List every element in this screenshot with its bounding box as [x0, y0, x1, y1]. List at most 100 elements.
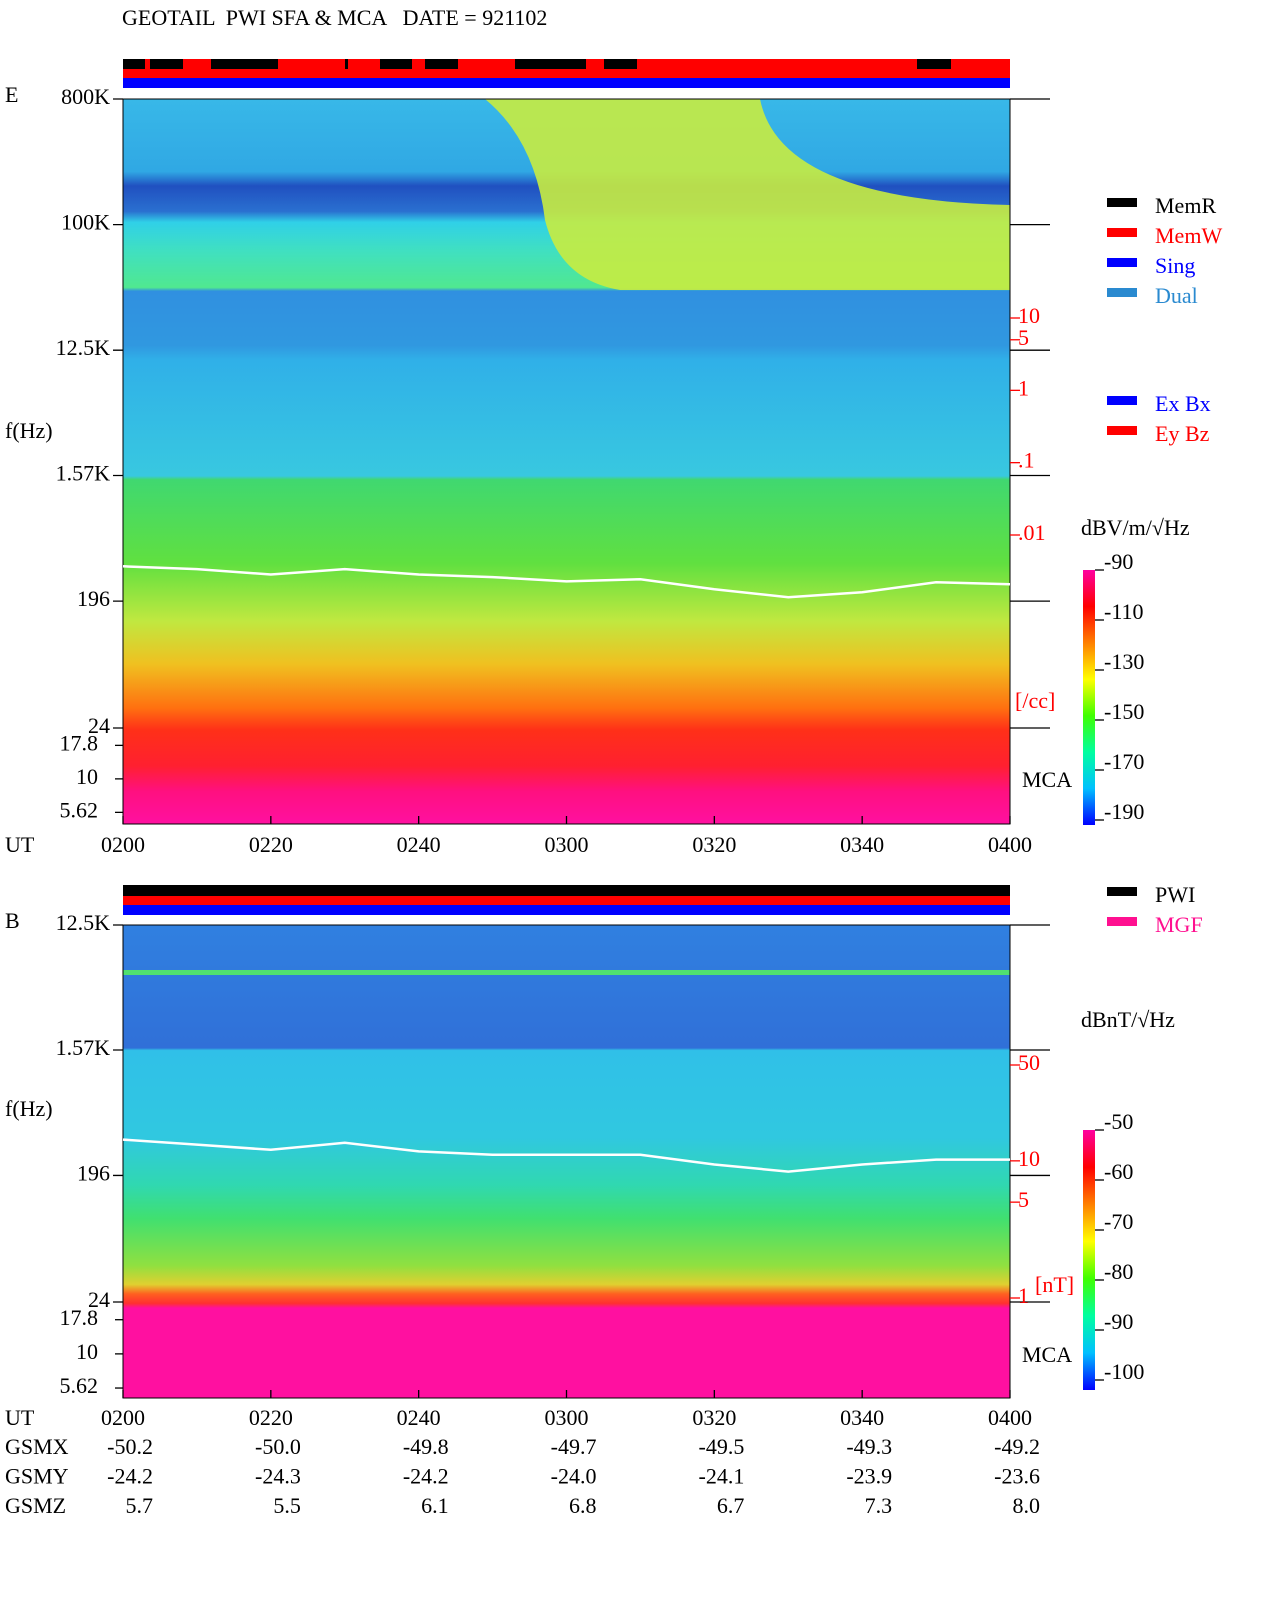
legend-swatch — [1107, 396, 1137, 405]
y2-axis-label: [/cc] — [1015, 688, 1055, 713]
y2-tick-label: 5 — [1018, 1187, 1029, 1212]
orbit-value: -24.3 — [255, 1464, 301, 1489]
x-tick-label: 0320 — [692, 1405, 736, 1430]
y-axis-label: f(Hz) — [5, 1096, 53, 1121]
colorbar-tick-label: -80 — [1104, 1259, 1133, 1284]
y-tick-label: 24 — [88, 713, 110, 738]
panel-label: B — [5, 908, 20, 933]
colorbar-tick-label: -60 — [1104, 1159, 1133, 1184]
mca-tick-label: 17.8 — [60, 730, 99, 755]
orbit-value: -49.2 — [994, 1434, 1040, 1459]
orbit-value: 8.0 — [1013, 1493, 1041, 1518]
legend-swatch — [1107, 288, 1137, 297]
y2-tick-label: 1 — [1018, 375, 1029, 400]
colorbar-tick-label: -170 — [1104, 749, 1144, 774]
y-tick-label: 1.57K — [56, 1035, 111, 1060]
mca-label: MCA — [1022, 767, 1072, 792]
x-tick-label: 0400 — [988, 832, 1032, 857]
x-tick-label: 0200 — [101, 832, 145, 857]
mca-tick-label: 17.8 — [60, 1305, 99, 1330]
mca-tick-label: 5.62 — [60, 797, 99, 822]
colorbar-tick-label: -130 — [1104, 649, 1144, 674]
mca-label: MCA — [1022, 1342, 1072, 1367]
legend-label: Dual — [1155, 283, 1198, 308]
orbit-value: 5.7 — [126, 1493, 154, 1518]
orbit-value: 5.5 — [273, 1493, 301, 1518]
x-tick-label: 0300 — [545, 832, 589, 857]
colorbar-tick-label: -100 — [1104, 1359, 1144, 1384]
colorbar-tick-label: -70 — [1104, 1209, 1133, 1234]
trace-line — [122, 1138, 1010, 1173]
y2-tick-label: .1 — [1018, 448, 1035, 473]
y-tick-label: 1.57K — [56, 461, 111, 486]
mca-tick-label: 10 — [76, 764, 98, 789]
colorbar-tick-label: -90 — [1104, 549, 1133, 574]
orbit-value: -24.0 — [551, 1464, 597, 1489]
legend-label: MemR — [1155, 193, 1216, 218]
trace-line — [122, 565, 1011, 599]
orbit-value: -23.9 — [846, 1464, 892, 1489]
mca-tick-label: 5.62 — [60, 1373, 99, 1398]
y-axis-label: f(Hz) — [5, 418, 53, 443]
orbit-value: -49.5 — [699, 1434, 745, 1459]
orbit-value: -49.7 — [551, 1434, 597, 1459]
x-tick-label: 0340 — [840, 832, 884, 857]
line-feature — [123, 970, 1010, 975]
y2-tick-label: .01 — [1018, 520, 1046, 545]
orbit-value: -24.2 — [403, 1464, 449, 1489]
colorbar-tick-label: -150 — [1104, 699, 1144, 724]
orbit-label: GSMZ — [5, 1493, 66, 1518]
mca-tick-label: 10 — [76, 1339, 98, 1364]
x-tick-label: 0200 — [101, 1405, 145, 1430]
legend-swatch — [1107, 258, 1137, 267]
colorbar — [1083, 1130, 1095, 1390]
legend-swatch — [1107, 426, 1137, 435]
x-tick-label: 0220 — [249, 832, 293, 857]
colorbar-tick-label: -190 — [1104, 799, 1144, 824]
orbit-label: GSMX — [5, 1434, 69, 1459]
x-tick-label: 0240 — [397, 832, 441, 857]
legend-label: Ey Bz — [1155, 421, 1210, 446]
y2-tick-label: 5 — [1018, 325, 1029, 350]
status-bars — [123, 59, 1010, 915]
orbit-value: 6.7 — [717, 1493, 745, 1518]
spectrogram-b — [123, 925, 1010, 1398]
panel-label: E — [5, 82, 18, 107]
y2-tick-label: 10 — [1018, 1146, 1040, 1171]
colorbar-label: dBnT/√Hz — [1081, 1007, 1175, 1032]
y-tick-label: 196 — [77, 586, 110, 611]
orbit-value: -50.2 — [107, 1434, 153, 1459]
legend-label: Sing — [1155, 253, 1195, 278]
orbit-value: -49.8 — [403, 1434, 449, 1459]
y2-tick-label: 1 — [1018, 1283, 1029, 1308]
x-tick-label: 0340 — [840, 1405, 884, 1430]
colorbar-tick-label: -110 — [1104, 599, 1144, 624]
y-tick-label: 196 — [77, 1160, 110, 1185]
legend-label: PWI — [1155, 882, 1195, 907]
legend-swatch — [1107, 887, 1137, 896]
x-tick-label: 0400 — [988, 1405, 1032, 1430]
legend-label: MGF — [1155, 912, 1203, 937]
y-tick-label: 100K — [61, 210, 110, 235]
y-tick-label: 12.5K — [56, 910, 111, 935]
x-tick-label: 0240 — [397, 1405, 441, 1430]
legend-swatch — [1107, 228, 1137, 237]
legend-label: MemW — [1155, 223, 1222, 248]
x-tick-label: 0300 — [545, 1405, 589, 1430]
colorbar-tick-label: -50 — [1104, 1109, 1133, 1134]
x-axis-label: UT — [5, 832, 35, 857]
y2-axis-label: [nT] — [1035, 1272, 1074, 1297]
y-tick-label: 800K — [61, 84, 110, 109]
x-tick-label: 0320 — [692, 832, 736, 857]
colorbar-label: dBV/m/√Hz — [1081, 515, 1190, 540]
orbit-value: 7.3 — [865, 1493, 893, 1518]
orbit-value: -50.0 — [255, 1434, 301, 1459]
orbit-value: -24.1 — [699, 1464, 745, 1489]
colorbar — [1083, 570, 1095, 825]
emission-feature — [485, 99, 1010, 290]
x-axis-label: UT — [5, 1405, 35, 1430]
orbit-value: 6.8 — [569, 1493, 597, 1518]
orbit-value: -49.3 — [846, 1434, 892, 1459]
